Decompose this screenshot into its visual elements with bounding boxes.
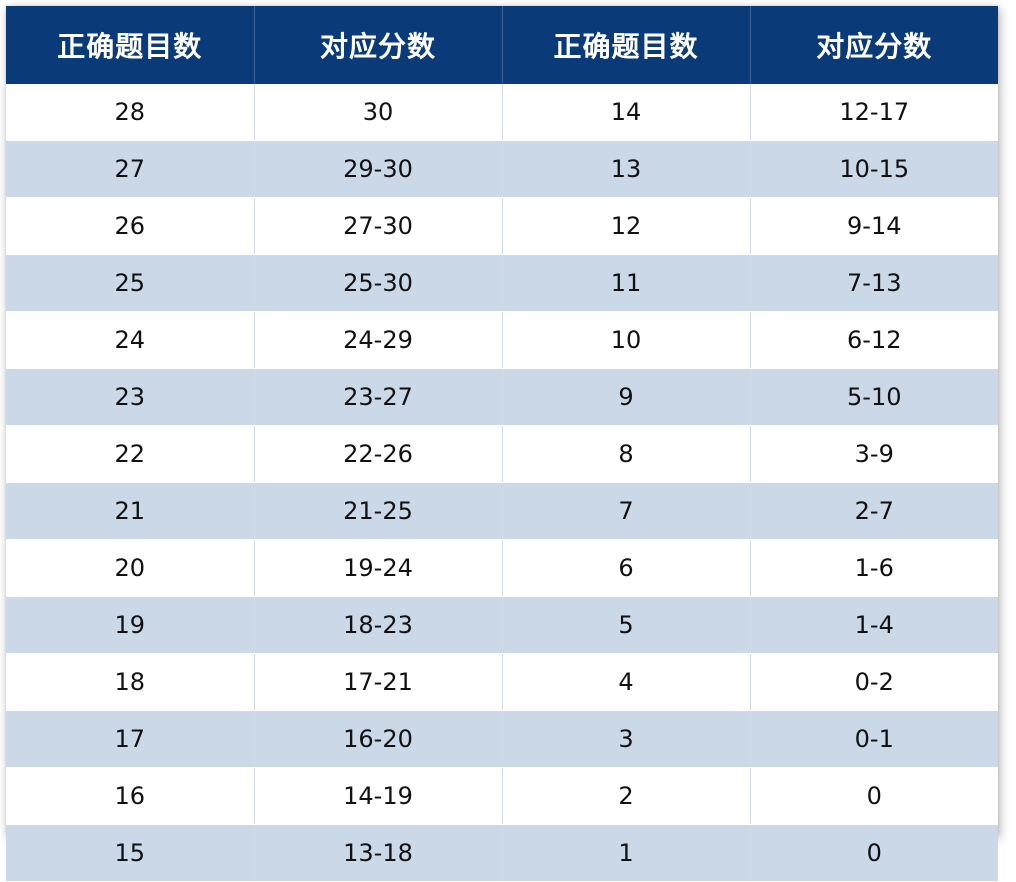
correct-count-right-cell: 6 bbox=[502, 539, 751, 597]
score-left-cell: 17-21 bbox=[254, 653, 503, 711]
score-right-cell: 7-13 bbox=[750, 254, 998, 312]
score-left-cell: 19-24 bbox=[254, 539, 503, 597]
correct-count-right-cell: 3 bbox=[502, 710, 751, 768]
correct-count-left-cell: 22 bbox=[6, 425, 255, 483]
table-row: 28 30 14 12-17 bbox=[6, 84, 998, 141]
correct-count-right-cell: 14 bbox=[502, 84, 751, 141]
score-left-cell: 25-30 bbox=[254, 254, 503, 312]
table-row: 25 25-30 11 7-13 bbox=[6, 254, 998, 312]
score-left-cell: 27-30 bbox=[254, 197, 503, 255]
score-left-cell: 18-23 bbox=[254, 596, 503, 654]
correct-count-left-cell: 23 bbox=[6, 368, 255, 426]
correct-count-right-cell: 4 bbox=[502, 653, 751, 711]
table-row: 20 19-24 6 1-6 bbox=[6, 539, 998, 597]
score-left-cell: 16-20 bbox=[254, 710, 503, 768]
table-row: 24 24-29 10 6-12 bbox=[6, 311, 998, 369]
score-right-cell: 3-9 bbox=[750, 425, 998, 483]
correct-count-left-cell: 24 bbox=[6, 311, 255, 369]
correct-count-left-cell: 28 bbox=[6, 84, 255, 141]
score-left-cell: 14-19 bbox=[254, 767, 503, 825]
header-correct-count-left: 正确题目数 bbox=[6, 6, 255, 84]
correct-count-right-cell: 11 bbox=[502, 254, 751, 312]
correct-count-left-cell: 20 bbox=[6, 539, 255, 597]
correct-count-left-cell: 19 bbox=[6, 596, 255, 654]
score-right-cell: 2-7 bbox=[750, 482, 998, 540]
table-row: 27 29-30 13 10-15 bbox=[6, 140, 998, 198]
table-row: 18 17-21 4 0-2 bbox=[6, 653, 998, 711]
correct-count-right-cell: 13 bbox=[502, 140, 751, 198]
table-row: 19 18-23 5 1-4 bbox=[6, 596, 998, 654]
table-row: 26 27-30 12 9-14 bbox=[6, 197, 998, 255]
table-header: 正确题目数 对应分数 正确题目数 对应分数 bbox=[6, 6, 998, 84]
table-row: 22 22-26 8 3-9 bbox=[6, 425, 998, 483]
correct-count-left-cell: 27 bbox=[6, 140, 255, 198]
correct-count-right-cell: 7 bbox=[502, 482, 751, 540]
correct-count-right-cell: 8 bbox=[502, 425, 751, 483]
score-left-cell: 24-29 bbox=[254, 311, 503, 369]
table-row: 16 14-19 2 0 bbox=[6, 767, 998, 825]
score-right-cell: 12-17 bbox=[750, 84, 998, 141]
score-right-cell: 0 bbox=[750, 824, 998, 882]
correct-count-right-cell: 5 bbox=[502, 596, 751, 654]
score-right-cell: 1-4 bbox=[750, 596, 998, 654]
score-conversion-table: 正确题目数 对应分数 正确题目数 对应分数 28 30 14 12-17 27 29-30… bbox=[6, 6, 998, 882]
table-row: 15 13-18 1 0 bbox=[6, 824, 998, 882]
correct-count-left-cell: 16 bbox=[6, 767, 255, 825]
correct-count-left-cell: 15 bbox=[6, 824, 255, 882]
score-right-cell: 0-1 bbox=[750, 710, 998, 768]
score-table-container: 正确题目数 对应分数 正确题目数 对应分数 28 30 14 12-17 27 29-30… bbox=[6, 6, 998, 882]
header-score-right: 对应分数 bbox=[750, 6, 998, 84]
score-right-cell: 10-15 bbox=[750, 140, 998, 198]
correct-count-right-cell: 2 bbox=[502, 767, 751, 825]
score-right-cell: 0 bbox=[750, 767, 998, 825]
table-row: 23 23-27 9 5-10 bbox=[6, 368, 998, 426]
table-body: 28 30 14 12-17 27 29-30 13 10-15 26 27-30 12 9-14 25… bbox=[6, 84, 998, 882]
header-score-left: 对应分数 bbox=[254, 6, 503, 84]
score-left-cell: 21-25 bbox=[254, 482, 503, 540]
correct-count-left-cell: 18 bbox=[6, 653, 255, 711]
table-row: 21 21-25 7 2-7 bbox=[6, 482, 998, 540]
score-left-cell: 22-26 bbox=[254, 425, 503, 483]
score-left-cell: 29-30 bbox=[254, 140, 503, 198]
score-right-cell: 9-14 bbox=[750, 197, 998, 255]
score-right-cell: 1-6 bbox=[750, 539, 998, 597]
header-row: 正确题目数 对应分数 正确题目数 对应分数 bbox=[6, 6, 998, 84]
score-right-cell: 0-2 bbox=[750, 653, 998, 711]
correct-count-right-cell: 1 bbox=[502, 824, 751, 882]
correct-count-left-cell: 25 bbox=[6, 254, 255, 312]
header-correct-count-right: 正确题目数 bbox=[502, 6, 751, 84]
table-row: 17 16-20 3 0-1 bbox=[6, 710, 998, 768]
correct-count-right-cell: 9 bbox=[502, 368, 751, 426]
correct-count-left-cell: 26 bbox=[6, 197, 255, 255]
score-right-cell: 6-12 bbox=[750, 311, 998, 369]
correct-count-left-cell: 21 bbox=[6, 482, 255, 540]
score-left-cell: 13-18 bbox=[254, 824, 503, 882]
score-left-cell: 23-27 bbox=[254, 368, 503, 426]
score-right-cell: 5-10 bbox=[750, 368, 998, 426]
score-left-cell: 30 bbox=[254, 84, 503, 141]
correct-count-left-cell: 17 bbox=[6, 710, 255, 768]
correct-count-right-cell: 10 bbox=[502, 311, 751, 369]
correct-count-right-cell: 12 bbox=[502, 197, 751, 255]
